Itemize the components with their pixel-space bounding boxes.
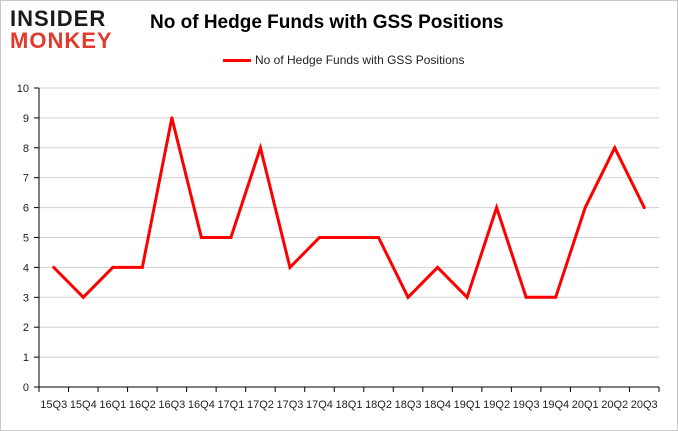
data-point <box>229 236 233 239</box>
x-tick-label: 17Q2 <box>247 399 274 411</box>
data-point <box>347 236 351 239</box>
x-tick-label: 20Q2 <box>601 399 628 411</box>
x-tick-label: 20Q1 <box>572 399 599 411</box>
x-tick-label: 17Q3 <box>276 399 303 411</box>
data-point <box>465 295 469 299</box>
y-tick-label: 2 <box>23 322 29 334</box>
legend-swatch <box>223 58 251 62</box>
x-tick-label: 18Q4 <box>424 399 451 411</box>
data-point <box>377 236 381 239</box>
legend-label: No of Hedge Funds with GSS Positions <box>255 53 465 67</box>
insider-monkey-logo: INSIDER MONKEY <box>10 8 113 52</box>
chart-title: No of Hedge Funds with GSS Positions <box>150 12 504 33</box>
x-tick-label: 16Q3 <box>158 399 185 411</box>
data-point <box>170 116 174 120</box>
data-point <box>317 236 321 239</box>
data-point <box>495 206 499 210</box>
x-tick-label: 15Q3 <box>40 399 67 411</box>
data-point <box>111 265 115 269</box>
x-tick-label: 18Q2 <box>365 399 392 411</box>
x-tick-label: 17Q4 <box>306 399 333 411</box>
data-point <box>199 236 203 239</box>
data-point <box>642 206 646 210</box>
y-tick-label: 5 <box>23 233 29 245</box>
x-tick-label: 16Q1 <box>99 399 126 411</box>
data-point <box>613 146 617 150</box>
data-point <box>81 295 85 299</box>
x-tick-label: 16Q4 <box>188 399 215 411</box>
y-tick-label: 7 <box>23 173 29 185</box>
logo-line-1: INSIDER <box>10 6 107 31</box>
data-point <box>554 295 558 299</box>
x-tick-label: 16Q2 <box>129 399 156 411</box>
x-tick-label: 17Q1 <box>217 399 244 411</box>
y-tick-label: 1 <box>23 352 29 364</box>
logo-line-2: MONKEY <box>10 28 113 53</box>
x-tick-label: 19Q1 <box>454 399 481 411</box>
y-tick-label: 6 <box>23 203 29 215</box>
y-tick-label: 8 <box>23 143 29 155</box>
x-tick-label: 19Q2 <box>483 399 510 411</box>
y-tick-label: 3 <box>23 292 29 304</box>
data-point <box>583 206 587 210</box>
y-tick-label: 4 <box>23 262 29 274</box>
chart-legend: No of Hedge Funds with GSS Positions <box>223 53 464 67</box>
data-point <box>406 295 410 299</box>
y-tick-label: 10 <box>17 83 29 95</box>
x-tick-label: 19Q4 <box>542 399 569 411</box>
data-point <box>258 146 262 150</box>
y-tick-label: 0 <box>23 382 29 394</box>
x-tick-label: 19Q3 <box>513 399 540 411</box>
data-point <box>288 265 292 269</box>
data-point <box>524 295 528 299</box>
x-tick-label: 18Q1 <box>336 399 363 411</box>
x-tick-label: 18Q3 <box>395 399 422 411</box>
x-tick-label: 15Q4 <box>70 399 97 411</box>
y-tick-label: 9 <box>23 113 29 125</box>
data-point <box>52 265 56 269</box>
x-tick-label: 20Q3 <box>631 399 658 411</box>
data-point <box>436 265 440 269</box>
data-point <box>140 265 144 269</box>
